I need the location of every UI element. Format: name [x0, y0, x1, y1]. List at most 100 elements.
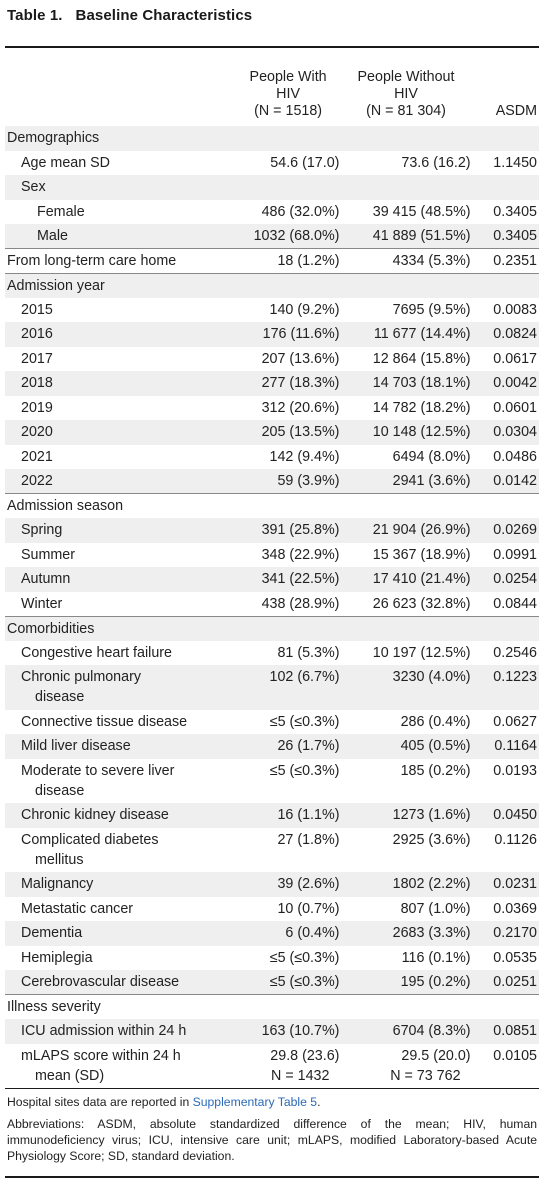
table-row: Metastatic cancer 10 (0.7%) 807 (1.0%) 0.03… — [5, 897, 539, 922]
row-label: Female — [37, 203, 85, 220]
value-with-hiv: 176 (11.6%) — [236, 322, 342, 347]
row-label: Demographics — [5, 126, 237, 151]
table-row: Female 486 (32.0%) 39 415 (48.5%) 0.3405 — [5, 200, 539, 225]
row-label: Comorbidities — [5, 615, 237, 641]
table-body: Demographics Age mean SD 54.6 (17.0) 73.6 (… — [5, 126, 539, 1088]
value-without-hiv: 4334 (5.3%) — [341, 248, 475, 273]
value-with-hiv: 163 (10.7%) — [236, 1019, 342, 1044]
row-label: Winter — [21, 595, 63, 612]
table-row: Illness severity — [5, 994, 539, 1019]
hospital-footnote: Hospital sites data are reported in Supp… — [7, 1095, 321, 1109]
value-asdm — [474, 126, 539, 151]
value-without-hiv: 21 904 (26.9%) — [341, 518, 475, 543]
value-asdm: 0.0486 — [493, 448, 537, 465]
row-label: 2020 — [5, 420, 237, 445]
row-label: 2015 — [21, 301, 53, 318]
row-label: Spring — [5, 518, 237, 543]
footer-rule — [5, 1176, 539, 1178]
value-without-hiv: 14 782 (18.2%) — [372, 399, 471, 416]
value-asdm: 0.0083 — [493, 301, 537, 318]
value-with-hiv: 29.8 (23.6) N = 1432 — [270, 1047, 340, 1084]
value-without-hiv: 116 (0.1%) — [401, 949, 471, 966]
table-number: Table 1. — [7, 7, 63, 24]
value-with-hiv: 312 (20.6%) — [261, 399, 340, 416]
table-row: 2021 142 (9.4%) 6494 (8.0%) 0.0486 — [5, 445, 539, 470]
row-label: Summer — [21, 546, 76, 563]
table-row: Connective tissue disease ≤5 (≤0.3%) 286 (… — [5, 710, 539, 735]
value-asdm — [474, 994, 539, 1019]
value-asdm: 0.0369 — [493, 900, 537, 917]
abbreviations-footnote: Abbreviations: ASDM, absolute standardiz… — [7, 1117, 537, 1163]
row-label: Mild liver disease — [5, 734, 237, 759]
value-without-hiv: 2683 (3.3%) — [341, 921, 475, 946]
value-with-hiv: 140 (9.2%) — [269, 301, 340, 318]
value-asdm: 0.0617 — [493, 350, 537, 367]
header-row: People With HIV (N = 1518) People Withou… — [5, 54, 539, 126]
value-asdm: 0.0251 — [474, 970, 539, 995]
value-without-hiv: 185 (0.2%) — [400, 762, 471, 779]
value-without-hiv: 10 197 (12.5%) — [372, 644, 471, 661]
value-asdm: 0.2351 — [474, 248, 539, 273]
value-asdm: 0.3405 — [493, 203, 537, 220]
value-asdm: 0.0105 — [493, 1047, 537, 1064]
value-asdm: 0.0254 — [474, 567, 539, 592]
value-with-hiv: 102 (6.7%) — [236, 665, 342, 710]
table-row: Male 1032 (68.0%) 41 889 (51.5%) 0.3405 — [5, 224, 539, 249]
value-asdm: 0.0193 — [493, 762, 537, 779]
value-without-hiv — [341, 272, 475, 298]
value-with-hiv: 39 (2.6%) — [236, 872, 342, 897]
row-label: From long-term care home — [5, 248, 237, 273]
value-with-hiv: ≤5 (≤0.3%) — [269, 762, 340, 779]
row-label: Metastatic cancer — [21, 900, 134, 917]
value-with-hiv: 391 (25.8%) — [236, 518, 342, 543]
value-asdm — [474, 493, 539, 518]
value-without-hiv — [341, 175, 475, 200]
value-asdm — [474, 175, 539, 200]
row-label: Age mean SD — [21, 154, 111, 171]
value-with-hiv — [236, 615, 342, 641]
table-row: 2020 205 (13.5%) 10 148 (12.5%) 0.0304 — [5, 420, 539, 445]
table-row: Summer 348 (22.9%) 15 367 (18.9%) 0.0991 — [5, 543, 539, 568]
row-label: Complicated diabetes mellitus — [21, 831, 159, 868]
table-row: Mild liver disease 26 (1.7%) 405 (0.5%) 0.1… — [5, 734, 539, 759]
value-without-hiv: 1802 (2.2%) — [341, 872, 475, 897]
value-with-hiv: 486 (32.0%) — [261, 203, 340, 220]
value-with-hiv: ≤5 (≤0.3%) — [236, 970, 342, 995]
value-with-hiv: 18 (1.2%) — [236, 248, 342, 273]
value-without-hiv: 17 410 (21.4%) — [341, 567, 475, 592]
row-label: 2017 — [21, 350, 53, 367]
value-with-hiv: ≤5 (≤0.3%) — [269, 949, 340, 966]
row-label: Malignancy — [5, 872, 237, 897]
value-without-hiv: 41 889 (51.5%) — [341, 224, 475, 249]
bottom-rule — [5, 1088, 539, 1089]
value-with-hiv: 16 (1.1%) — [236, 803, 342, 828]
value-without-hiv: 286 (0.4%) — [400, 713, 471, 730]
row-label: 2019 — [21, 399, 53, 416]
header-characteristic — [5, 54, 237, 126]
row-label: 2016 — [5, 322, 237, 347]
value-asdm: 0.0851 — [474, 1019, 539, 1044]
baseline-table: People With HIV (N = 1518) People Withou… — [5, 54, 539, 1088]
value-without-hiv — [341, 994, 475, 1019]
value-with-hiv — [236, 126, 342, 151]
value-without-hiv — [341, 126, 475, 151]
value-without-hiv: 39 415 (48.5%) — [372, 203, 471, 220]
value-asdm: 0.0991 — [493, 546, 537, 563]
value-with-hiv: 207 (13.6%) — [261, 350, 340, 367]
row-label: 2018 — [5, 371, 237, 396]
value-with-hiv: 348 (22.9%) — [261, 546, 340, 563]
supplementary-link[interactable]: Supplementary Table 5 — [192, 1095, 318, 1109]
value-asdm: 0.0601 — [493, 399, 537, 416]
value-asdm: 0.0824 — [474, 322, 539, 347]
row-label: Illness severity — [5, 994, 237, 1019]
value-without-hiv: 11 677 (14.4%) — [341, 322, 475, 347]
table-row: Admission season — [5, 493, 539, 518]
value-asdm: 0.1164 — [474, 734, 539, 759]
value-without-hiv: 73.6 (16.2) — [401, 154, 471, 171]
value-with-hiv: 54.6 (17.0) — [270, 154, 340, 171]
row-label: mLAPS score within 24 h mean (SD) — [21, 1047, 181, 1084]
value-asdm: 0.0304 — [474, 420, 539, 445]
table-row: Cerebrovascular disease ≤5 (≤0.3%) 195 (0.… — [5, 970, 539, 995]
value-asdm: 0.2546 — [493, 644, 537, 661]
table-row: Spring 391 (25.8%) 21 904 (26.9%) 0.0269 — [5, 518, 539, 543]
